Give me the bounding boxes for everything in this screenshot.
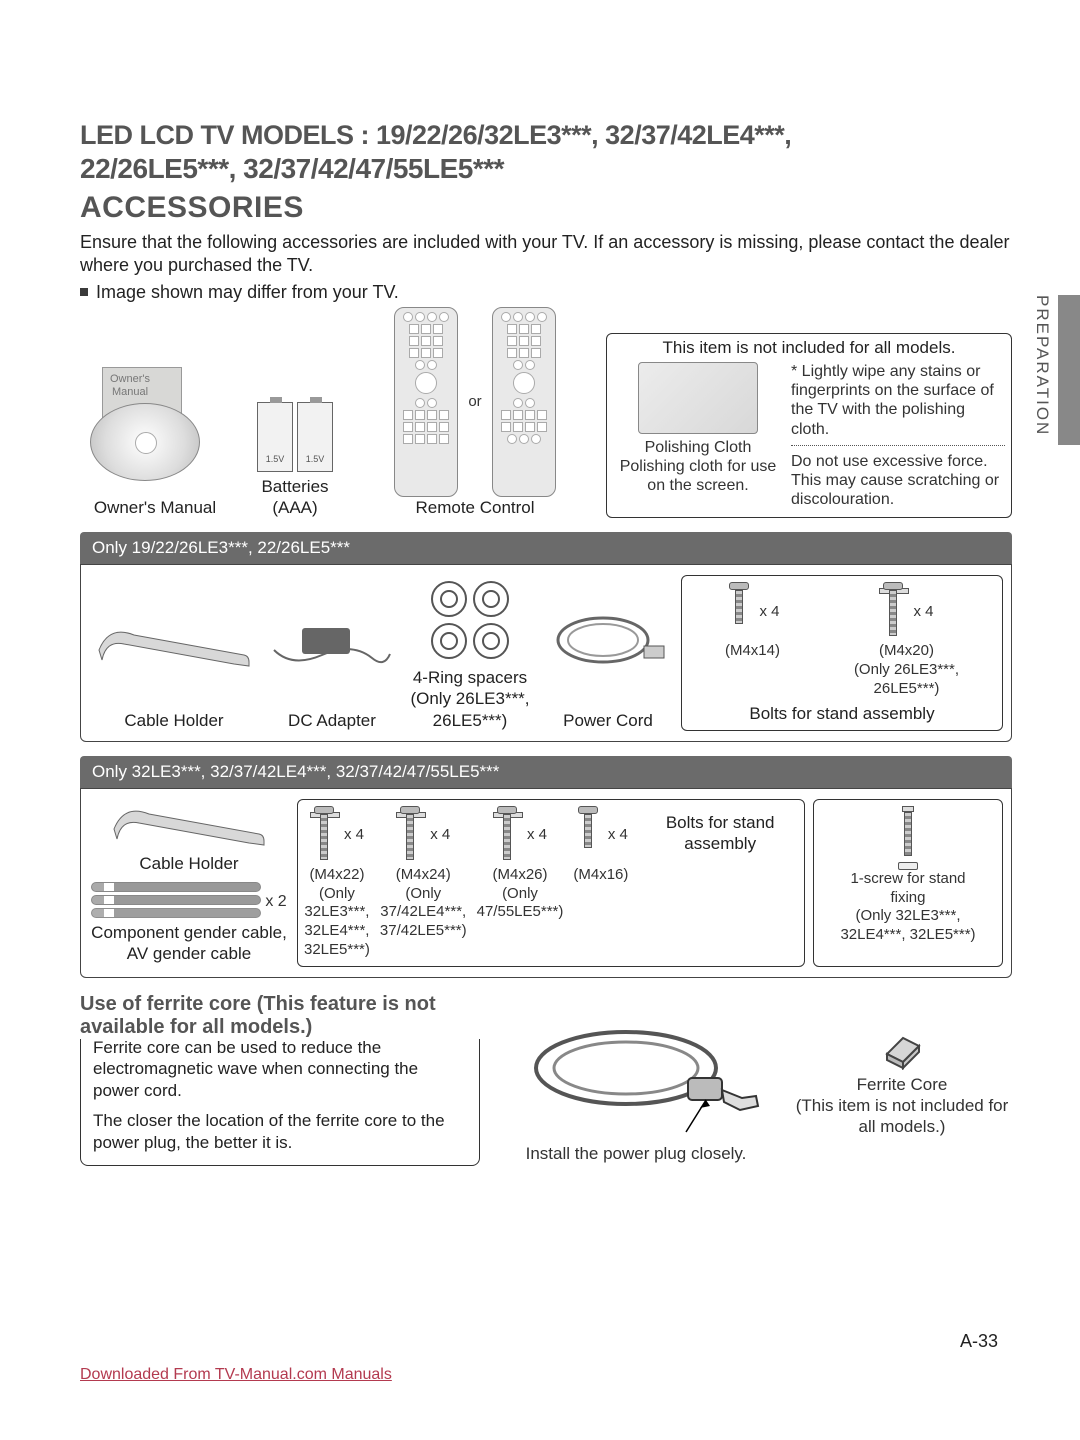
ring-spacers-label: 4-Ring spacers (Only 26LE3***, 26LE5***) [410, 667, 529, 731]
intro-text: Ensure that the following accessories ar… [80, 231, 1012, 276]
ferrite-core-label: Ferrite Core [792, 1074, 1012, 1095]
cable-holder-icon [94, 620, 254, 670]
batteries-item: 1.5V 1.5V Batteries (AAA) [240, 402, 350, 519]
ferrite-core-icon [877, 1020, 927, 1070]
dc-adapter-label: DC Adapter [288, 710, 376, 731]
accessories-heading: ACCESSORIES [80, 191, 1012, 225]
power-cord-label: Power Cord [563, 710, 653, 731]
bolt-m4x20: x 4 (M4x20) (Only 26LE3***, 26LE5***) [854, 582, 959, 698]
polish-label: Polishing Cloth [645, 438, 752, 457]
bolt-m4x14: x 4 (M4x14) [725, 582, 780, 661]
ferrite-install-caption: Install the power plug closely. [526, 1144, 747, 1164]
screw-stand-box: 1-screw for stand fixing (Only 32LE3***,… [813, 799, 1003, 967]
panel-1: Cable Holder DC Adapter 4-Ring spacers (… [80, 564, 1012, 742]
cable-holder-label-2: Cable Holder [139, 853, 238, 874]
cable-holder-icon [109, 799, 269, 849]
model-strip-1: Only 19/22/26LE3***, 22/26LE5*** [80, 532, 1012, 564]
ferrite-body-2: The closer the location of the ferrite c… [93, 1110, 467, 1154]
cable-holder-label: Cable Holder [124, 710, 223, 731]
polish-right: * Lightly wipe any stains or fingerprint… [791, 362, 1005, 509]
screw-stand-only: (Only 32LE3***, 32LE4***, 32LE5***) [840, 907, 975, 945]
cable-holder-item-2: Cable Holder [89, 799, 289, 874]
dc-adapter-icon [272, 610, 392, 670]
screw-stand-icon [896, 806, 920, 870]
owners-manual-item: Owner's Manual Owner's Manual [80, 367, 230, 518]
bolt-icon [493, 806, 521, 864]
bolt-icon [879, 582, 907, 640]
image-differ-note: Image shown may differ from your TV. [80, 282, 1012, 303]
page-title-line2: 22/26LE5***, 32/37/42/47/55LE5*** [80, 153, 1012, 185]
bolt-icon [396, 806, 424, 864]
model-strip-2: Only 32LE3***, 32/37/42LE4***, 32/37/42/… [80, 756, 1012, 788]
ferrite-diagram: Install the power plug closely. [490, 1020, 782, 1164]
accessory-row-1: Owner's Manual Owner's Manual 1.5V 1.5V … [80, 307, 1012, 518]
ferrite-body-1: Ferrite core can be used to reduce the e… [93, 1037, 467, 1102]
batteries-icon: 1.5V 1.5V [257, 402, 333, 472]
side-tab-label: PREPARATION [1032, 295, 1052, 436]
bolt-icon [725, 582, 753, 640]
ring-spacers-icon [415, 581, 525, 659]
remote-control-label: Remote Control [415, 497, 534, 518]
remote-control-item: or Remote Control [360, 307, 590, 518]
polish-tip: * Lightly wipe any stains or fingerprint… [791, 363, 994, 438]
bolt-m4x24: x 4 (M4x24) (Only 37/42LE4***, 37/42LE5*… [380, 806, 467, 941]
bolts-caption-1: Bolts for stand assembly [688, 703, 996, 724]
or-text: or [468, 393, 481, 411]
bolts-box-1: x 4 (M4x14) x 4 (M4x20) (Only 26LE3***, … [681, 575, 1003, 731]
polish-note-top: This item is not included for all models… [613, 338, 1005, 358]
cable-holder-item: Cable Holder [89, 620, 259, 731]
polishing-cloth-box: This item is not included for all models… [606, 333, 1012, 518]
polish-left: Polishing Cloth Polishing cloth for use … [613, 362, 783, 509]
ferrite-box: Use of ferrite core (This feature is not… [80, 1020, 480, 1167]
bolt-icon [310, 806, 338, 864]
bolts-caption-2: Bolts for stand assembly [642, 812, 798, 960]
x2-label: x 2 [265, 892, 286, 911]
batteries-label: Batteries (AAA) [261, 476, 328, 519]
owners-manual-label: Owner's Manual [94, 497, 216, 518]
ring-spacers-item: 4-Ring spacers (Only 26LE3***, 26LE5***) [405, 581, 535, 731]
side-tab-bar [1058, 295, 1080, 445]
dc-adapter-item: DC Adapter [267, 610, 397, 731]
ferrite-cord-icon [506, 1020, 766, 1140]
page-title-line1: LED LCD TV MODELS : 19/22/26/32LE3***, 3… [80, 120, 1012, 151]
panel-2: Cable Holder x 2 Component gender cable,… [80, 788, 1012, 978]
bolt-m4x16: x 4 (M4x16) [573, 806, 628, 885]
bolt-m4x26: x 4 (M4x26) (Only 47/55LE5***) [477, 806, 564, 922]
ferrite-section: Use of ferrite core (This feature is not… [80, 1020, 1012, 1167]
component-cable-icon [91, 882, 261, 918]
owners-manual-icon: Owner's Manual [90, 367, 220, 497]
screw-stand-label: 1-screw for stand fixing [850, 870, 965, 908]
polish-warn: Do not use excessive force. This may cau… [791, 452, 1005, 510]
power-cord-item: Power Cord [543, 610, 673, 731]
page-number: A-33 [960, 1331, 998, 1352]
bolts-box-2: x 4 (M4x22) (Only 32LE3***, 32LE4***, 32… [297, 799, 805, 967]
download-link[interactable]: Downloaded From TV-Manual.com Manuals [80, 1366, 392, 1384]
remote-control-icon: or [394, 307, 555, 497]
polish-desc: Polishing cloth for use on the screen. [613, 457, 783, 495]
bolt-icon [574, 806, 602, 864]
component-cable-label: Component gender cable, AV gender cable [91, 922, 287, 965]
cloth-icon [638, 362, 758, 434]
component-cable-item: x 2 Component gender cable, AV gender ca… [89, 882, 289, 965]
ferrite-core-item: Ferrite Core (This item is not included … [792, 1020, 1012, 1138]
bolt-m4x22: x 4 (M4x22) (Only 32LE3***, 32LE4***, 32… [304, 806, 370, 960]
ferrite-core-note: (This item is not included for all model… [792, 1095, 1012, 1138]
ferrite-heading: Use of ferrite core (This feature is not… [80, 993, 480, 1039]
power-cord-icon [548, 610, 668, 670]
